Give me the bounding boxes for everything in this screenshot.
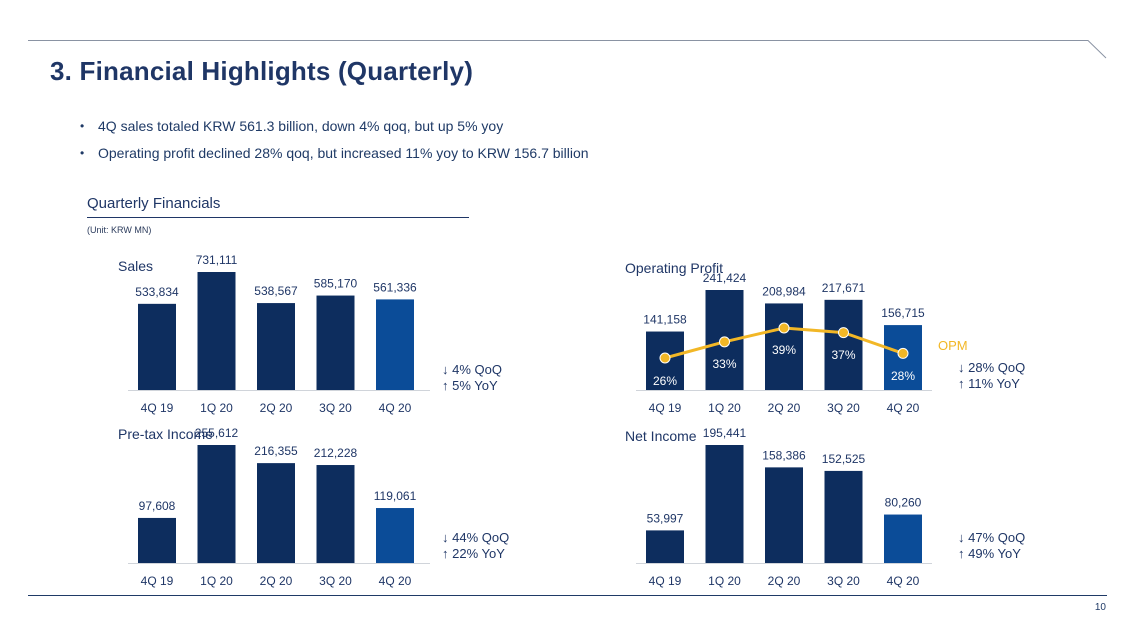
net-income-tick-label: 1Q 20 <box>708 574 741 588</box>
opm-data-label: 33% <box>712 357 736 371</box>
section-divider <box>87 217 469 218</box>
bullet-sales: 4Q sales totaled KRW 561.3 billion, down… <box>80 116 589 143</box>
bullet-operating-profit: Operating profit declined 28% qoq, but i… <box>80 143 589 170</box>
summary-bullets: 4Q sales totaled KRW 561.3 billion, down… <box>80 116 589 170</box>
net-income-tick-label: 4Q 20 <box>887 574 920 588</box>
pre-tax-income-value-label: 212,228 <box>314 446 358 460</box>
net-income-value-label: 80,260 <box>885 496 922 510</box>
sales-bar <box>376 299 414 390</box>
sales-value-label: 533,834 <box>135 285 179 299</box>
opm-data-label: 26% <box>653 374 677 388</box>
net-income-tick-label: 4Q 19 <box>649 574 682 588</box>
opm-data-label: 37% <box>831 348 855 362</box>
opm-legend-label: OPM <box>938 338 968 353</box>
page-title: 3. Financial Highlights (Quarterly) <box>50 56 474 86</box>
sales-bar <box>316 295 355 390</box>
pre-tax-income-title: Pre-tax Income <box>118 426 213 442</box>
operating-profit-qoq-change: ↓ 28% QoQ <box>958 360 1025 375</box>
net-income-qoq-change: ↓ 47% QoQ <box>958 530 1025 545</box>
sales-tick-label: 4Q 19 <box>141 401 174 415</box>
sales-value-label: 561,336 <box>373 280 417 294</box>
net-income-tick-label: 3Q 20 <box>827 574 860 588</box>
pre-tax-income-tick-label: 2Q 20 <box>260 574 293 588</box>
bottom-rule <box>28 595 1107 596</box>
pre-tax-income-yoy-change: ↑ 22% YoY <box>442 546 505 561</box>
pre-tax-income-tick-label: 3Q 20 <box>319 574 352 588</box>
operating-profit-tick-label: 3Q 20 <box>827 401 860 415</box>
operating-profit-tick-label: 4Q 19 <box>649 401 682 415</box>
pre-tax-income-value-label: 119,061 <box>374 489 417 503</box>
sales-tick-label: 1Q 20 <box>200 401 233 415</box>
opm-point <box>659 352 671 364</box>
net-income-yoy-change: ↑ 49% YoY <box>958 546 1021 561</box>
opm-point <box>838 327 849 339</box>
operating-profit-yoy-change: ↑ 11% YoY <box>958 376 1020 391</box>
top-rule <box>28 40 1107 59</box>
net-income-bar <box>705 445 744 563</box>
sales-bar <box>197 272 236 390</box>
pre-tax-income-bar <box>197 445 236 563</box>
pre-tax-income-bar <box>316 465 355 563</box>
pre-tax-income-tick-label: 1Q 20 <box>200 574 233 588</box>
sales-title: Sales <box>118 258 153 274</box>
page-number: 10 <box>1094 602 1106 613</box>
pre-tax-income-tick-label: 4Q 20 <box>379 574 412 588</box>
operating-profit-tick-label: 4Q 20 <box>887 401 920 415</box>
operating-profit-value-label: 141,158 <box>643 313 687 327</box>
pre-tax-income-bar <box>257 463 295 563</box>
pre-tax-income-value-label: 255,612 <box>195 426 239 440</box>
net-income-value-label: 158,386 <box>762 448 806 462</box>
pre-tax-income-value-label: 216,355 <box>254 444 298 458</box>
net-income-bar <box>824 470 863 563</box>
operating-profit-value-label: 156,715 <box>881 306 925 320</box>
pre-tax-income-bar <box>138 517 176 563</box>
opm-data-label: 28% <box>891 369 915 383</box>
pre-tax-income-qoq-change: ↓ 44% QoQ <box>442 530 509 545</box>
sales-tick-label: 3Q 20 <box>319 401 352 415</box>
net-income-value-label: 195,441 <box>703 426 747 440</box>
net-income-value-label: 53,997 <box>647 511 684 525</box>
opm-point <box>778 322 790 334</box>
pre-tax-income-value-label: 97,608 <box>139 499 176 513</box>
sales-value-label: 538,567 <box>254 284 298 298</box>
net-income-bar <box>765 467 803 563</box>
sales-yoy-change: ↑ 5% YoY <box>442 378 498 393</box>
net-income-value-label: 152,525 <box>822 452 866 466</box>
unit-note: (Unit: KRW MN) <box>87 225 152 235</box>
operating-profit-tick-label: 2Q 20 <box>768 401 801 415</box>
net-income-bar <box>646 530 684 563</box>
pre-tax-income-tick-label: 4Q 19 <box>141 574 174 588</box>
net-income-tick-label: 2Q 20 <box>768 574 801 588</box>
operating-profit-tick-label: 1Q 20 <box>708 401 741 415</box>
sales-tick-label: 2Q 20 <box>260 401 293 415</box>
operating-profit-value-label: 241,424 <box>703 271 747 285</box>
sales-qoq-change: ↓ 4% QoQ <box>442 362 502 377</box>
operating-profit-bar <box>824 299 863 390</box>
operating-profit-value-label: 208,984 <box>762 284 806 298</box>
opm-point <box>897 347 909 359</box>
net-income-title: Net Income <box>625 428 697 444</box>
pre-tax-income-bar <box>376 508 414 563</box>
sales-tick-label: 4Q 20 <box>379 401 412 415</box>
sales-bar <box>257 303 295 390</box>
net-income-bar <box>884 514 922 563</box>
operating-profit-bar <box>765 303 803 390</box>
sales-value-label: 585,170 <box>314 277 358 291</box>
sales-value-label: 731,111 <box>196 253 238 267</box>
opm-point <box>719 336 730 348</box>
operating-profit-title: Operating Profit <box>625 260 723 276</box>
opm-data-label: 39% <box>772 343 796 357</box>
operating-profit-value-label: 217,671 <box>822 281 866 295</box>
section-title: Quarterly Financials <box>87 195 221 212</box>
sales-bar <box>138 303 176 390</box>
